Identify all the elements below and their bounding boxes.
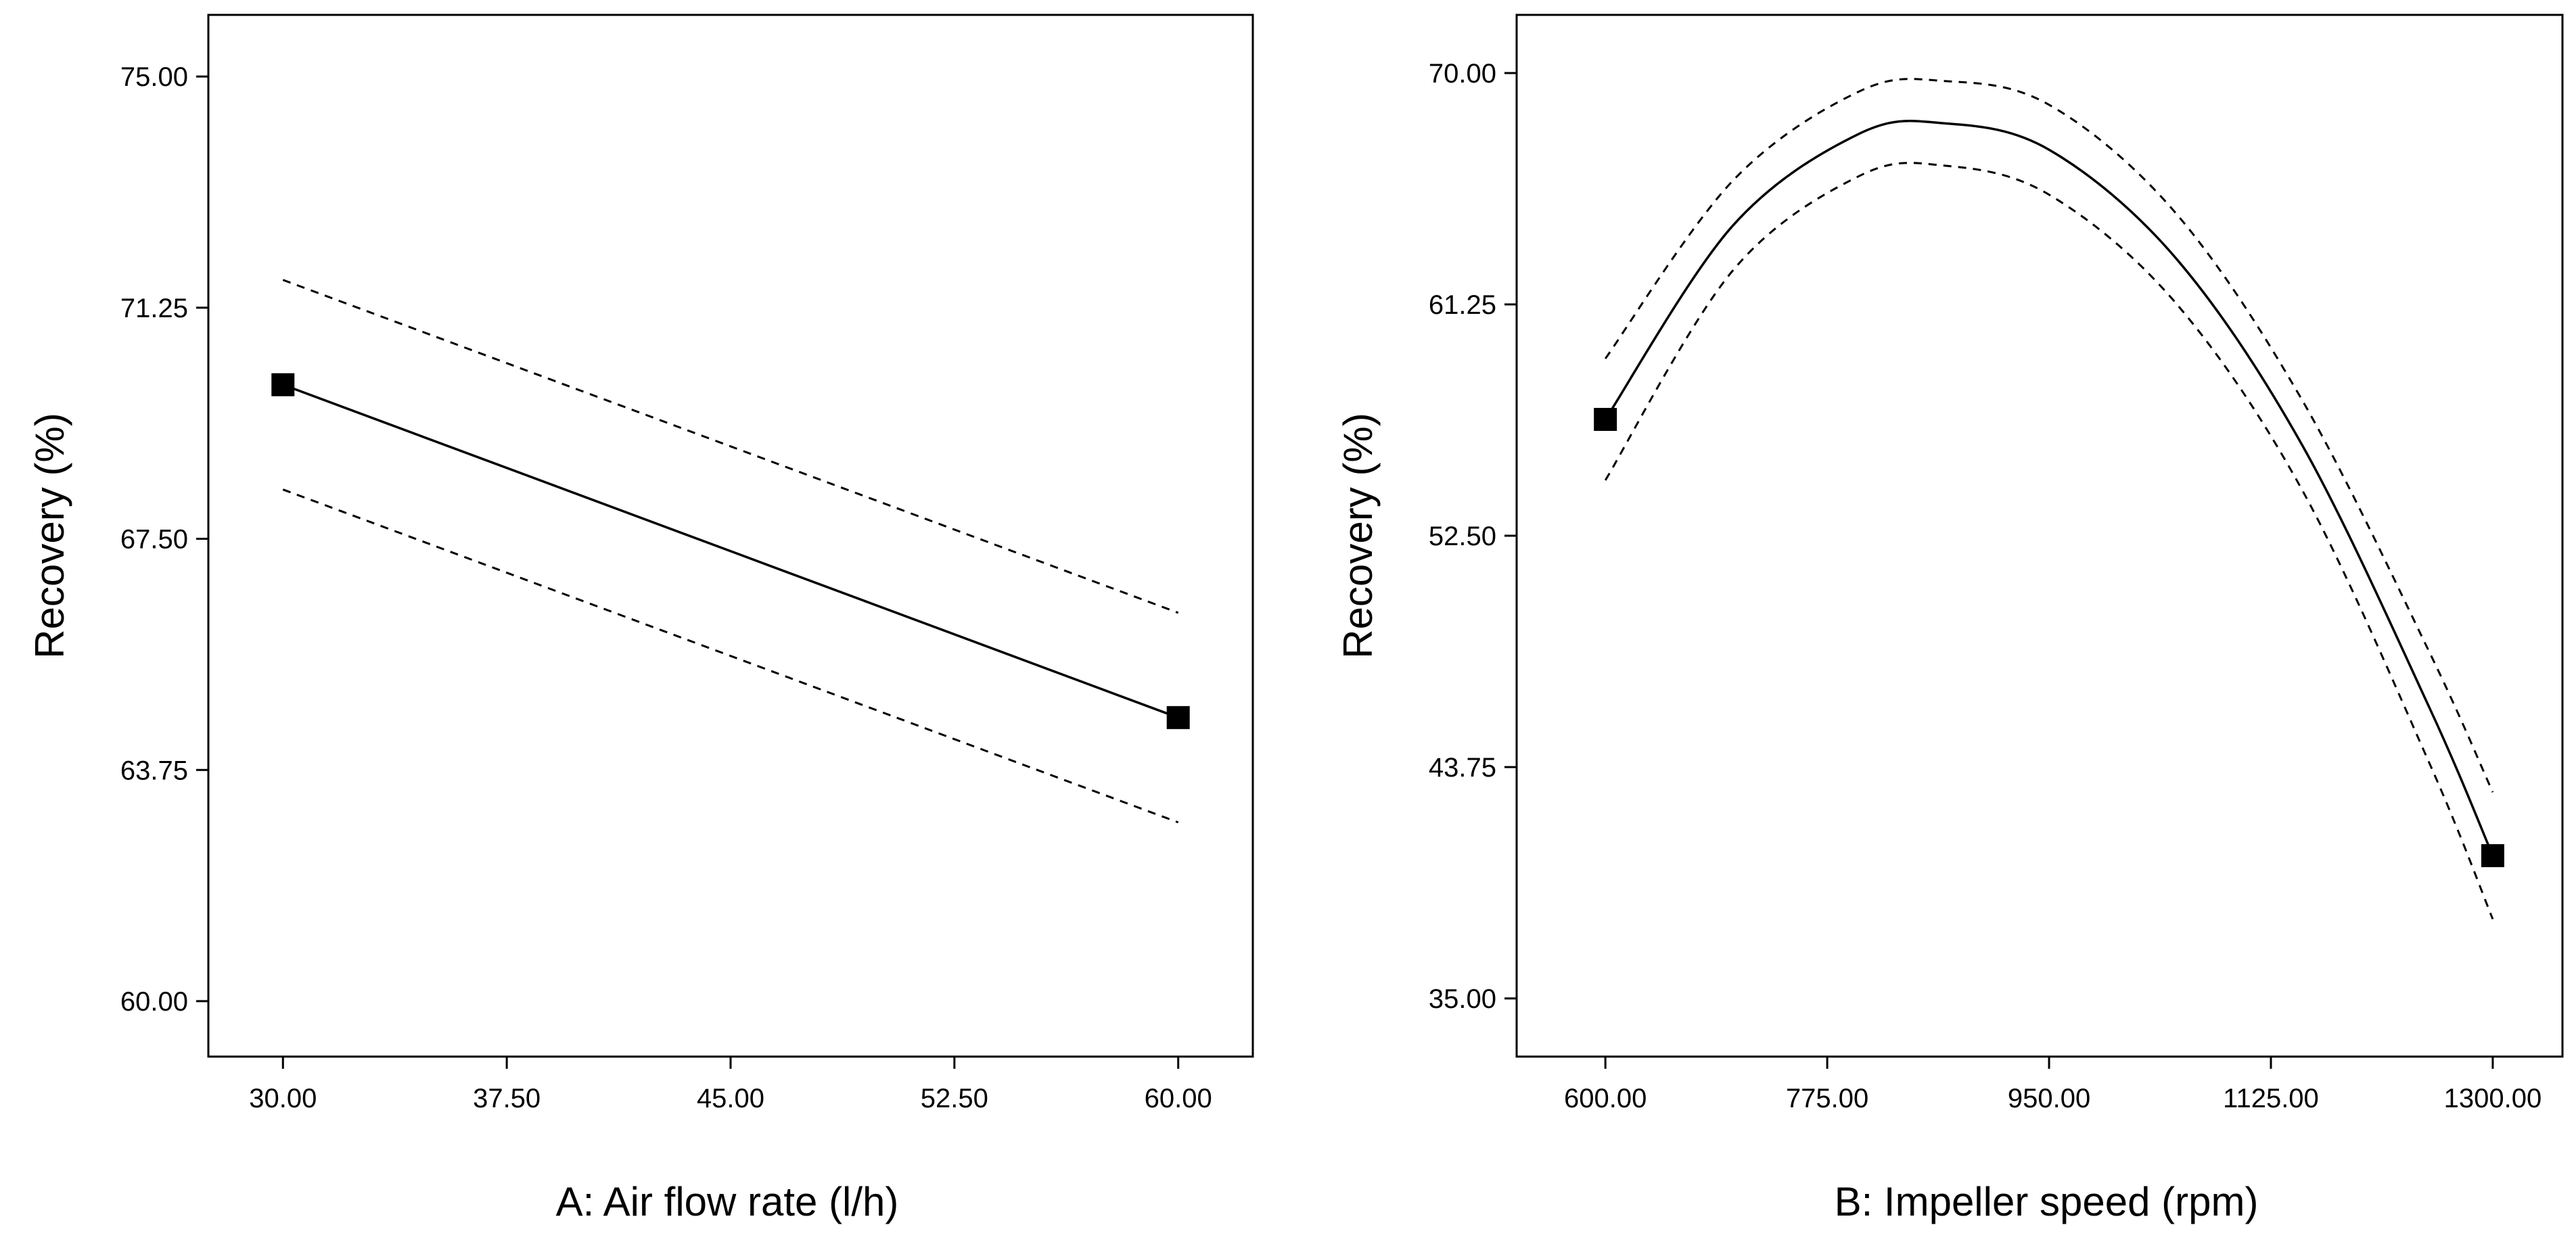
y-tick-label: 71.25 [120, 294, 188, 323]
x-tick-label: 600.00 [1564, 1084, 1647, 1113]
chart-panel-2: 600.00 775.00 950.00 1125.00 1300.00 35.00 43.… [1335, 14, 2564, 1224]
x-tick-label: 775.00 [1786, 1084, 1868, 1113]
y-axis-title: Recovery (%) [1335, 413, 1381, 658]
y-tick-label: 43.75 [1429, 753, 1496, 783]
x-tick-label: 1125.00 [2223, 1084, 2319, 1113]
x-tick-label: 45.00 [697, 1084, 764, 1113]
y-tick-label: 52.50 [1429, 522, 1496, 551]
data-point-marker [1594, 408, 1617, 432]
y-tick-label: 63.75 [120, 756, 188, 785]
x-axis-title: A: Air flow rate (l/h) [556, 1179, 899, 1224]
prediction-line [282, 384, 1179, 719]
x-tick-label: 52.50 [921, 1084, 988, 1113]
confidence-band-line [282, 488, 1179, 824]
x-tick-label: 37.50 [473, 1084, 540, 1113]
y-tick-label: 67.50 [120, 525, 188, 555]
x-tick-label: 950.00 [2008, 1084, 2090, 1113]
x-tick-label: 1300.00 [2444, 1084, 2542, 1113]
plot-frame [207, 14, 1254, 1058]
chart-panel-1: 30.00 37.50 45.00 52.50 60.00 60.00 63.75 67.50… [27, 14, 1254, 1224]
y-tick-label: 70.00 [1429, 59, 1496, 89]
data-point-marker [271, 373, 295, 396]
confidence-band-line [1604, 162, 2494, 920]
x-tick-label: 60.00 [1145, 1084, 1212, 1113]
confidence-band-line [282, 279, 1179, 614]
x-tick-label: 30.00 [249, 1084, 317, 1113]
y-axis-title: Recovery (%) [27, 413, 72, 658]
confidence-band-line [1604, 78, 2494, 793]
prediction-line [1604, 120, 2494, 856]
y-tick-label: 75.00 [120, 62, 188, 92]
y-tick-label: 35.00 [1429, 984, 1496, 1014]
y-tick-label: 60.00 [120, 987, 188, 1017]
y-tick-label: 61.25 [1429, 290, 1496, 320]
x-axis-title: B: Impeller speed (rpm) [1835, 1179, 2259, 1224]
data-point-marker [1166, 706, 1190, 729]
plot-frame [1515, 14, 2564, 1058]
data-point-marker [2481, 844, 2504, 867]
